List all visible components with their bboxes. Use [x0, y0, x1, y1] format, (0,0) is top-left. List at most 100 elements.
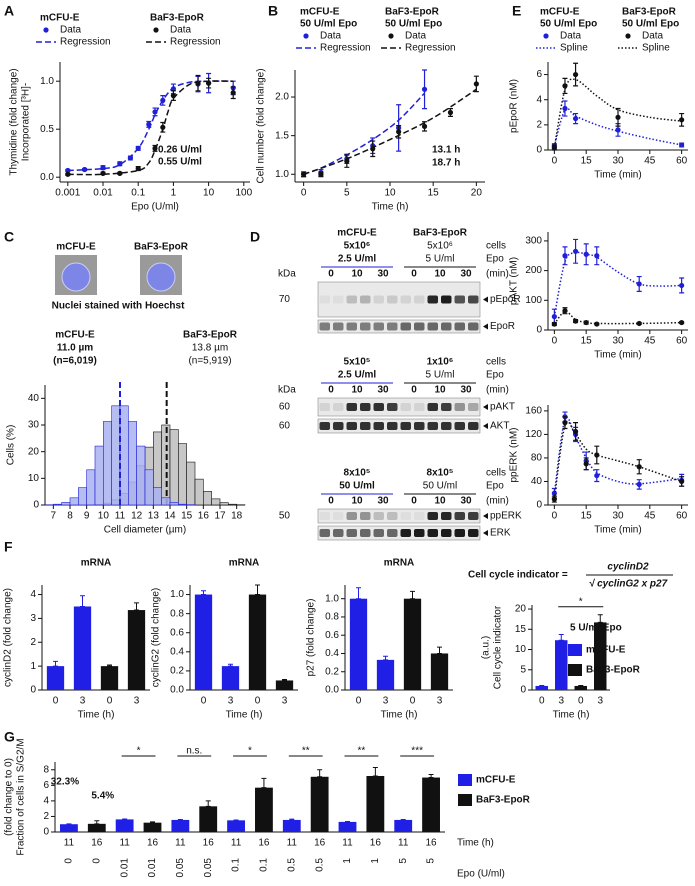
significance-label: * — [248, 746, 252, 757]
x-tick-label-2: 1 — [342, 858, 353, 864]
y-tick-label: 10 — [515, 644, 527, 655]
blot-time: 0 — [328, 496, 334, 507]
cell-image-caption: Nuclei stained with Hoechst — [52, 301, 185, 312]
x-tick-label-2: 0.1 — [259, 858, 270, 872]
error-bar — [428, 773, 434, 779]
blot-band — [414, 512, 425, 520]
x-tick-label: 9 — [84, 511, 90, 522]
blot-band — [333, 512, 344, 520]
bar — [403, 598, 422, 690]
data-point — [636, 320, 642, 327]
x-tick-label: 0 — [539, 696, 545, 707]
bar — [255, 787, 273, 832]
bar — [366, 776, 385, 832]
legend-label: Regression — [320, 43, 371, 54]
histogram-bar — [53, 503, 62, 506]
x-tick-label: 11 — [64, 838, 75, 849]
blot-time: 0 — [328, 385, 334, 396]
blot-band — [333, 322, 344, 331]
error-bar — [383, 655, 388, 661]
bar — [221, 666, 240, 690]
y-tick-label: 2 — [30, 637, 36, 648]
blot-band — [441, 322, 452, 331]
data-point — [344, 158, 350, 164]
x-tick-label: 17 — [214, 511, 226, 522]
y-tick-label: 100 — [525, 295, 542, 306]
legend-title: 50 U/ml Epo — [385, 19, 442, 30]
blot-band — [468, 422, 479, 430]
x-tick-label: 12 — [131, 511, 143, 522]
blot-band — [441, 422, 452, 430]
legend-marker — [303, 33, 309, 39]
histogram-bar — [111, 405, 121, 506]
blot-side: Epo — [486, 481, 504, 492]
histogram-bar — [169, 502, 179, 506]
kda-header: kDa — [278, 385, 296, 396]
histogram-bar — [219, 502, 229, 506]
blot-strip — [317, 418, 481, 434]
blot-arrow — [483, 404, 488, 410]
x-tick-label: 30 — [612, 156, 624, 167]
x-tick-label-2: 0 — [91, 858, 102, 864]
blot-band — [360, 295, 371, 304]
x-tick-label-2: 0.01 — [147, 858, 158, 878]
error-bar — [94, 820, 100, 825]
x-tick-label: 0 — [201, 696, 207, 707]
x-tick-label-2: 5 — [426, 858, 437, 864]
x-tick-label-2: 0.01 — [119, 858, 130, 878]
x-tick-label: 1 — [171, 188, 177, 199]
blot-band — [427, 422, 438, 430]
legend-title: BaF3-EpoR — [385, 7, 440, 18]
x-tick-label: 0 — [552, 156, 558, 167]
fit-line — [553, 251, 682, 317]
x-tick-label: 15 — [181, 511, 193, 522]
x-tick-label: 16 — [198, 511, 210, 522]
blot-band — [346, 529, 357, 537]
legend-label: Data — [320, 31, 342, 42]
blot-band — [319, 403, 330, 411]
blot-header: 5x10⁵ — [344, 357, 371, 368]
blot-time: 10 — [351, 496, 363, 507]
x-axis-title: Time (min) — [594, 170, 641, 181]
blot-time: 0 — [411, 269, 417, 280]
x-tick-label: 16 — [370, 838, 382, 849]
blot-band — [454, 512, 465, 520]
blot-band — [333, 295, 344, 304]
legend-title: BaF3-EpoR — [622, 7, 677, 18]
blot-band — [346, 295, 357, 304]
blot-band — [346, 422, 357, 430]
blot-time: 10 — [434, 496, 446, 507]
fit-line — [553, 107, 682, 147]
blot-band — [346, 512, 357, 520]
x-tick-label: 3 — [383, 696, 389, 707]
y-axis-title: Cell cycle indicator — [493, 605, 504, 689]
kda-header: kDa — [278, 269, 296, 280]
data-point — [396, 129, 402, 135]
y-tick-label: 0.8 — [170, 608, 184, 619]
data-point — [117, 161, 123, 167]
y-tick-label: 4 — [536, 94, 542, 105]
x-tick-label: 0 — [552, 336, 558, 347]
error-bar — [437, 646, 442, 654]
legend-title: 50 U/ml Epo — [300, 19, 357, 30]
legend-title: mCFU-E — [300, 7, 340, 18]
y-tick-label: 40 — [531, 476, 543, 487]
y-tick-label: 2 — [536, 119, 542, 130]
data-point — [679, 142, 685, 148]
y-tick-label: 20 — [28, 446, 40, 457]
blot-time: 10 — [351, 269, 363, 280]
x-axis-title: Time (h) — [226, 710, 263, 721]
y-tick-label: 5 — [520, 664, 526, 675]
x-tick-label: 0 — [53, 696, 59, 707]
blot-unit: (min) — [486, 269, 509, 280]
x-axis-title: Time (h) — [372, 202, 409, 213]
y-axis-title: Fraction of cells in S/G2/M — [16, 738, 27, 855]
x-tick-label: 3 — [134, 696, 140, 707]
x-axis-title: Cell diameter (µm) — [104, 525, 186, 536]
x-tick-label: 3 — [80, 696, 86, 707]
x-axis-title: Time (min) — [594, 525, 641, 536]
histogram-bar — [161, 497, 171, 506]
y-axis-title: Cells (%) — [6, 425, 17, 466]
y-tick-label: 15 — [515, 624, 527, 635]
